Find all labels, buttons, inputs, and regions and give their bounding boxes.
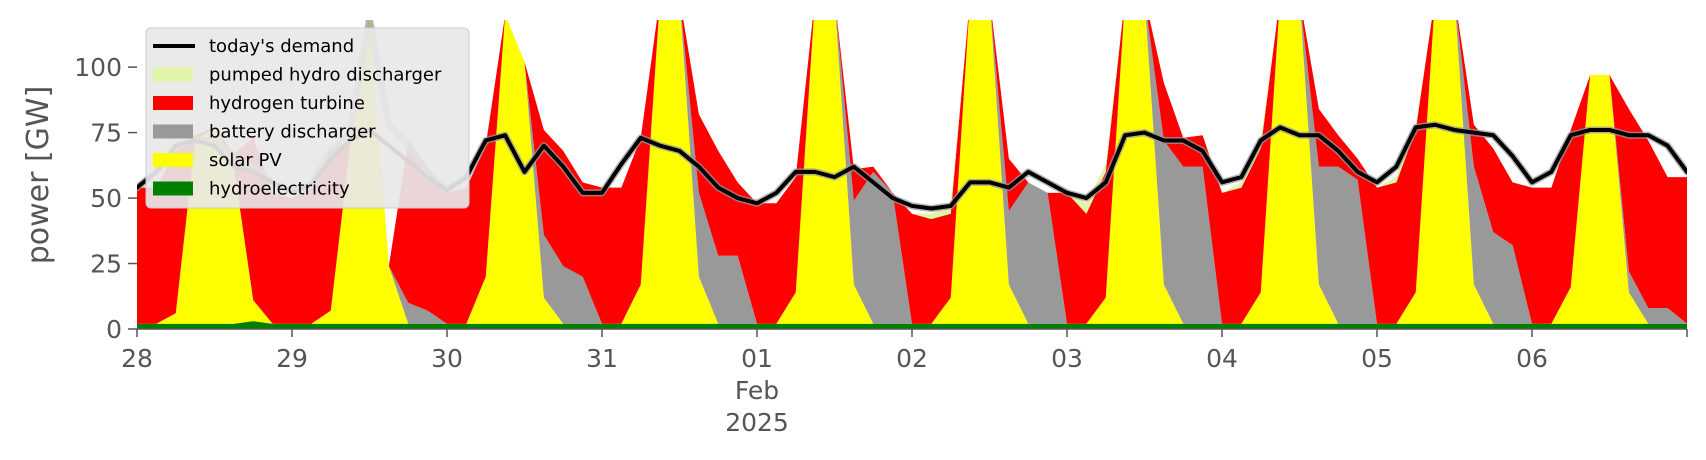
stacked-areas: [137, 20, 1687, 329]
legend-label-solar-pv: solar PV: [209, 150, 282, 171]
area-hydrogen-turbine: [137, 20, 1687, 324]
legend-swatch-hydrogen-turbine: [153, 96, 193, 110]
y-tick-label-50: 50: [90, 184, 122, 213]
legend-label-today-s-demand: today's demand: [209, 36, 354, 57]
legend: today's demand pumped hydro discharger hyd…: [145, 27, 470, 209]
x-tick-label-03: 03: [1051, 344, 1083, 373]
x-tick-label-05: 05: [1361, 344, 1393, 373]
y-axis-title: power [GW]: [21, 86, 56, 265]
y-tick-label-25: 25: [90, 250, 122, 279]
legend-label-hydrogen-turbine: hydrogen turbine: [209, 93, 365, 114]
x-tick-label-month: Feb: [735, 376, 779, 405]
legend-swatch-solar-pv: [153, 153, 193, 167]
area-hydroelectricity: [137, 321, 1687, 329]
x-tick-label-04: 04: [1206, 344, 1238, 373]
x-tick-label-06: 06: [1516, 344, 1548, 373]
x-tick-label-01: 01: [741, 344, 773, 373]
x-tick-label-year: 2025: [725, 408, 789, 437]
x-tick-label-28: 28: [121, 344, 153, 373]
legend-swatch-pumped-hydro-discharger: [153, 67, 193, 82]
legend-label-hydroelectricity: hydroelectricity: [209, 179, 350, 200]
y-tick-label-100: 100: [74, 53, 122, 82]
y-tick-label-75: 75: [90, 119, 122, 148]
x-tick-label-30: 30: [431, 344, 463, 373]
x-tick-label-29: 29: [276, 344, 308, 373]
y-tick-label-0: 0: [106, 315, 122, 344]
legend-label-pumped-hydro-discharger: pumped hydro discharger: [209, 65, 442, 86]
legend-swatch-hydroelectricity: [153, 181, 193, 196]
x-tick-label-02: 02: [896, 344, 928, 373]
x-tick-label-31: 31: [586, 344, 618, 373]
axes: 0 25 50 75 100 28 29 30 31 01 Feb 2025 02 03 04 05 06 pow…: [21, 53, 1688, 437]
legend-swatch-battery-discharger: [153, 124, 193, 139]
legend-label-battery-discharger: battery discharger: [209, 122, 376, 143]
area-solar-pv: [137, 20, 1687, 324]
legend-box: [145, 27, 470, 209]
